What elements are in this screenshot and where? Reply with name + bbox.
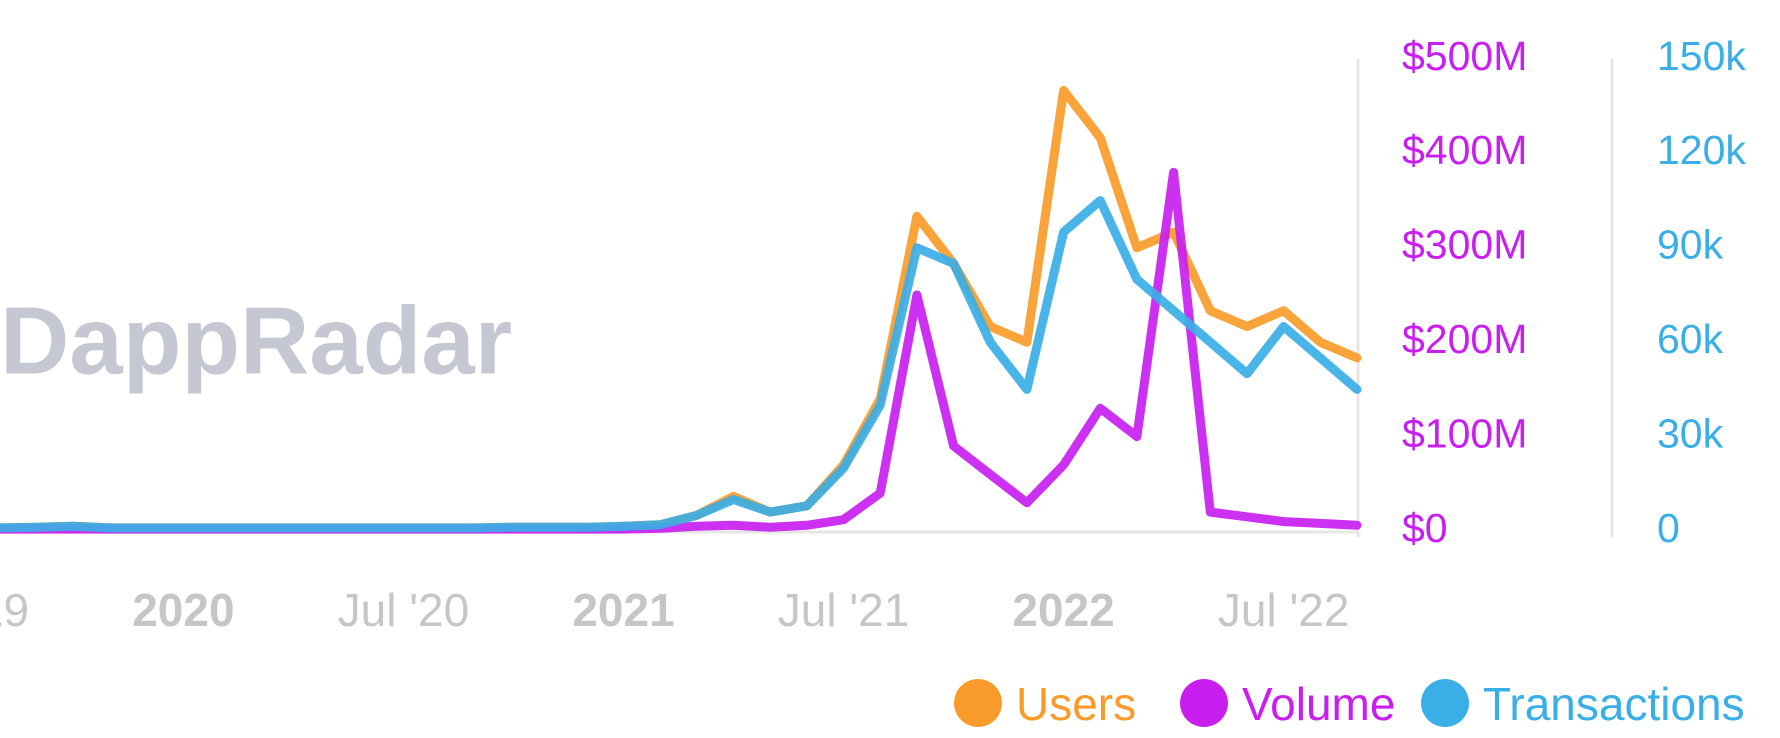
series-line: [0, 196, 1362, 533]
y2-tick-label: 120k: [1657, 127, 1746, 173]
watermark: DappRadar: [0, 287, 512, 394]
y2-tick-label: 60k: [1657, 316, 1724, 362]
x-tick-label: 2021: [572, 584, 674, 636]
x-tick-label: Jul '20: [338, 584, 470, 636]
x-tick-label: 2022: [1012, 584, 1114, 636]
y-tick-label: $300M: [1402, 222, 1527, 268]
y-tick-label: $500M: [1402, 33, 1527, 79]
x-tick-label: Jul '21: [778, 584, 910, 636]
y2-tick-label: 0: [1657, 505, 1680, 551]
y-tick-label: $200M: [1402, 316, 1527, 362]
legend-label: Transactions: [1483, 678, 1745, 730]
y2-tick-label: 150k: [1657, 33, 1746, 79]
y-tick-label: $0: [1402, 505, 1448, 551]
legend-label: Volume: [1242, 678, 1395, 730]
y-tick-label: $100M: [1402, 410, 1527, 456]
x-tick-label: Jul '19: [0, 584, 29, 636]
y2-tick-label: 30k: [1657, 410, 1724, 456]
y-tick-label: $400M: [1402, 127, 1527, 173]
legend-marker: [1421, 679, 1469, 727]
x-tick-label: Jul '22: [1218, 584, 1350, 636]
y2-tick-label: 90k: [1657, 222, 1724, 268]
legend-marker: [1180, 679, 1228, 727]
x-tick-label: 2020: [132, 584, 234, 636]
legend-marker: [954, 679, 1002, 727]
legend-label: Users: [1016, 678, 1136, 730]
